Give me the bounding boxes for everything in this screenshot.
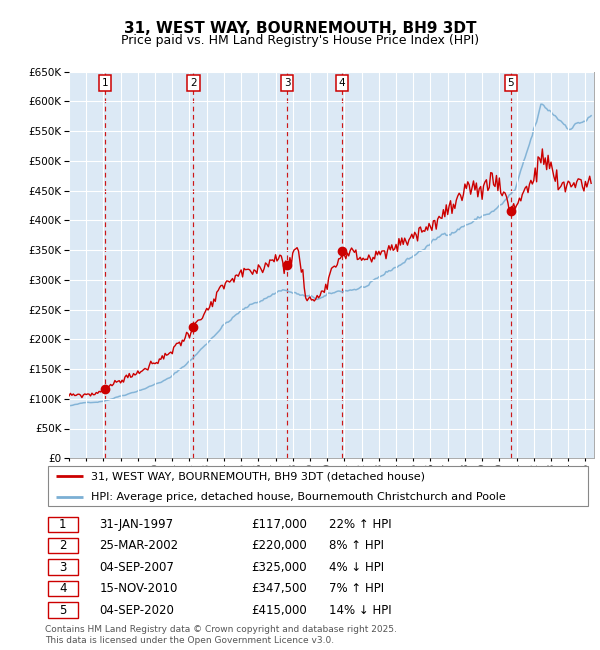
Text: 5: 5 — [59, 603, 67, 616]
Text: 8% ↑ HPI: 8% ↑ HPI — [329, 540, 384, 552]
Text: 04-SEP-2007: 04-SEP-2007 — [100, 560, 175, 574]
Text: £415,000: £415,000 — [251, 603, 307, 616]
FancyBboxPatch shape — [48, 538, 78, 553]
Text: 4% ↓ HPI: 4% ↓ HPI — [329, 560, 384, 574]
Text: £325,000: £325,000 — [251, 560, 307, 574]
Text: HPI: Average price, detached house, Bournemouth Christchurch and Poole: HPI: Average price, detached house, Bour… — [91, 492, 506, 502]
Text: 1: 1 — [59, 517, 67, 530]
Text: 15-NOV-2010: 15-NOV-2010 — [100, 582, 178, 595]
FancyBboxPatch shape — [48, 581, 78, 596]
Text: 1: 1 — [101, 79, 108, 88]
FancyBboxPatch shape — [48, 466, 588, 506]
Text: 5: 5 — [508, 79, 514, 88]
FancyBboxPatch shape — [48, 560, 78, 575]
Text: 04-SEP-2020: 04-SEP-2020 — [100, 603, 175, 616]
Text: Price paid vs. HM Land Registry's House Price Index (HPI): Price paid vs. HM Land Registry's House … — [121, 34, 479, 47]
Text: 7% ↑ HPI: 7% ↑ HPI — [329, 582, 384, 595]
FancyBboxPatch shape — [48, 517, 78, 532]
FancyBboxPatch shape — [48, 603, 78, 618]
Text: 31, WEST WAY, BOURNEMOUTH, BH9 3DT: 31, WEST WAY, BOURNEMOUTH, BH9 3DT — [124, 21, 476, 36]
Text: 4: 4 — [339, 79, 346, 88]
Text: 14% ↓ HPI: 14% ↓ HPI — [329, 603, 392, 616]
Text: 31, WEST WAY, BOURNEMOUTH, BH9 3DT (detached house): 31, WEST WAY, BOURNEMOUTH, BH9 3DT (deta… — [91, 471, 425, 482]
Text: 3: 3 — [59, 560, 67, 574]
Text: 25-MAR-2002: 25-MAR-2002 — [100, 540, 179, 552]
Text: 22% ↑ HPI: 22% ↑ HPI — [329, 517, 392, 530]
Text: £347,500: £347,500 — [251, 582, 307, 595]
Text: 31-JAN-1997: 31-JAN-1997 — [100, 517, 174, 530]
Text: 2: 2 — [190, 79, 197, 88]
Text: 3: 3 — [284, 79, 290, 88]
Text: 4: 4 — [59, 582, 67, 595]
Text: £220,000: £220,000 — [251, 540, 307, 552]
Text: 2: 2 — [59, 540, 67, 552]
Text: £117,000: £117,000 — [251, 517, 307, 530]
Text: Contains HM Land Registry data © Crown copyright and database right 2025.
This d: Contains HM Land Registry data © Crown c… — [45, 625, 397, 645]
